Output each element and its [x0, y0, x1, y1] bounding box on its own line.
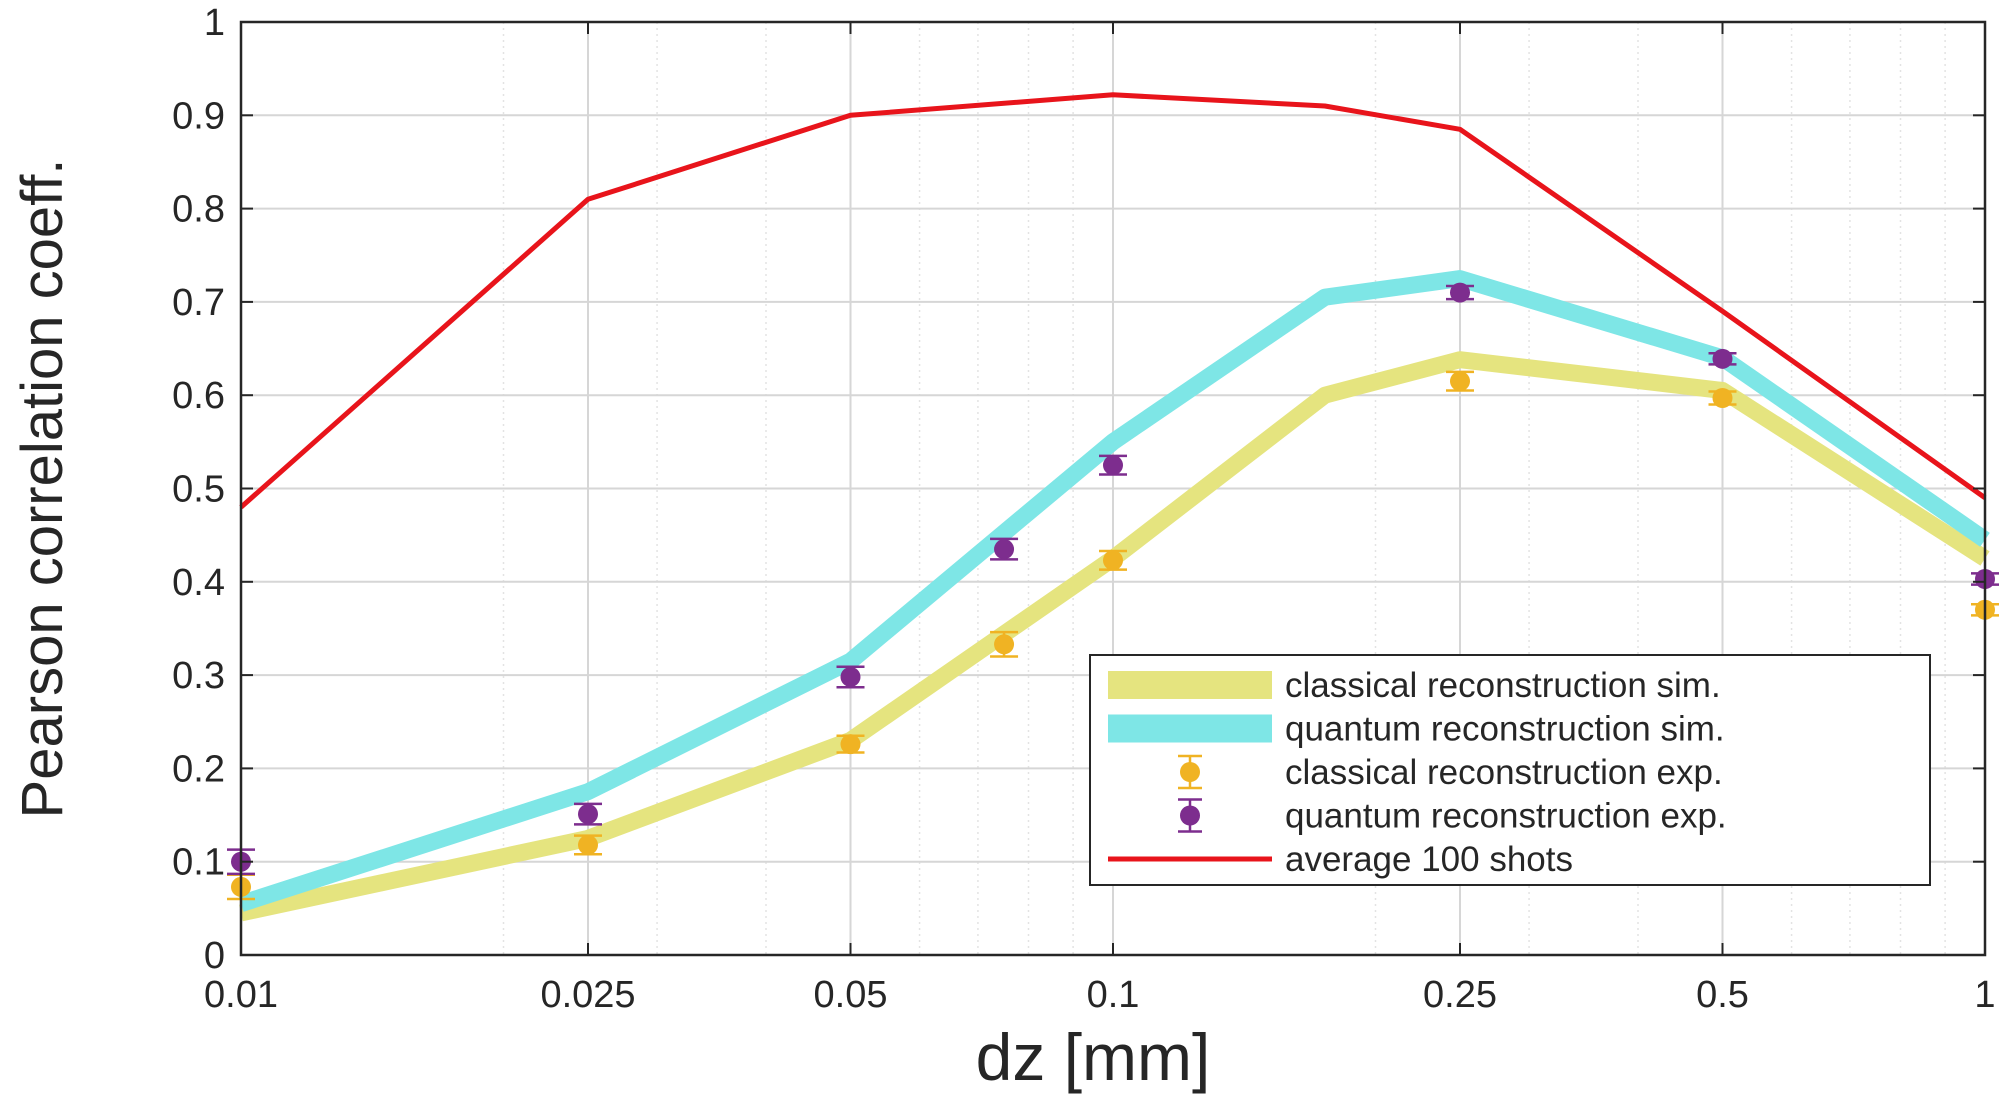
y-tick-labels: 0 0.1 0.2 0.3 0.4 0.5 0.6 0.7 0.8 0.9 1 — [172, 2, 225, 977]
series-points-quantum-reconstruction-exp — [227, 282, 1999, 876]
legend-label-average-100-shots: average 100 shots — [1285, 840, 1573, 879]
legend-label-quantum-reconstruction-sim: quantum reconstruction sim. — [1285, 710, 1725, 749]
y-tick-label: 0.5 — [172, 469, 225, 511]
x-tick-label: 0.5 — [1696, 974, 1749, 1016]
x-tick-label: 0.01 — [204, 974, 278, 1016]
y-tick-label: 0 — [204, 935, 225, 977]
x-tick-labels: 0.01 0.025 0.05 0.1 0.25 0.5 1 — [204, 974, 1996, 1016]
data-point — [1103, 550, 1123, 571]
x-tick-label: 0.1 — [1087, 974, 1140, 1016]
y-axis-label: Pearson correlation coeff. — [10, 159, 75, 819]
series-band-classical-reconstruction-sim — [239, 351, 1990, 922]
data-point — [1103, 455, 1123, 476]
data-point — [840, 666, 861, 687]
series-band-quantum-reconstruction-sim — [238, 270, 1990, 912]
data-point — [994, 539, 1015, 560]
y-tick-label: 1 — [204, 2, 225, 44]
series-group — [227, 92, 1999, 922]
series-line-average-100-shots — [239, 92, 1987, 510]
legend-label-classical-reconstruction-sim: classical reconstruction sim. — [1285, 666, 1721, 705]
data-point — [840, 734, 861, 755]
x-axis-label: dz [mm] — [976, 1020, 1211, 1094]
y-tick-label: 0.2 — [172, 748, 225, 790]
y-tick-label: 0.8 — [172, 189, 225, 231]
data-point — [1712, 348, 1733, 369]
legend-label-quantum-reconstruction-exp: quantum reconstruction exp. — [1285, 797, 1727, 836]
y-tick-label: 0.1 — [172, 842, 225, 884]
y-tick-label: 0.9 — [172, 95, 225, 137]
x-tick-label: 1 — [1974, 974, 1995, 1016]
data-point — [578, 804, 599, 825]
x-tick-label: 0.25 — [1423, 974, 1497, 1016]
data-point — [994, 634, 1015, 655]
x-tick-label: 0.025 — [540, 974, 635, 1016]
data-point — [1712, 387, 1733, 408]
y-tick-label: 0.7 — [172, 282, 225, 324]
legend-label-classical-reconstruction-exp: classical reconstruction exp. — [1285, 753, 1723, 792]
legend: classical reconstruction sim. quantum rec… — [1089, 654, 1931, 886]
plot-area: 0.01 0.025 0.05 0.1 0.25 0.5 1 0 0.1 0.2 0.3 0.4 0.5… — [10, 2, 1999, 1094]
x-tick-label: 0.05 — [814, 974, 888, 1016]
data-point — [1450, 282, 1471, 303]
y-tick-label: 0.4 — [172, 562, 225, 604]
y-tick-label: 0.3 — [172, 655, 225, 697]
y-tick-label: 0.6 — [172, 375, 225, 417]
legend-swatch-marker-quantum-reconstruction-exp — [1180, 805, 1200, 826]
data-point — [578, 834, 599, 855]
legend-swatch-marker-classical-reconstruction-exp — [1180, 762, 1200, 782]
data-point — [1450, 371, 1471, 392]
ticks — [240, 21, 1986, 956]
